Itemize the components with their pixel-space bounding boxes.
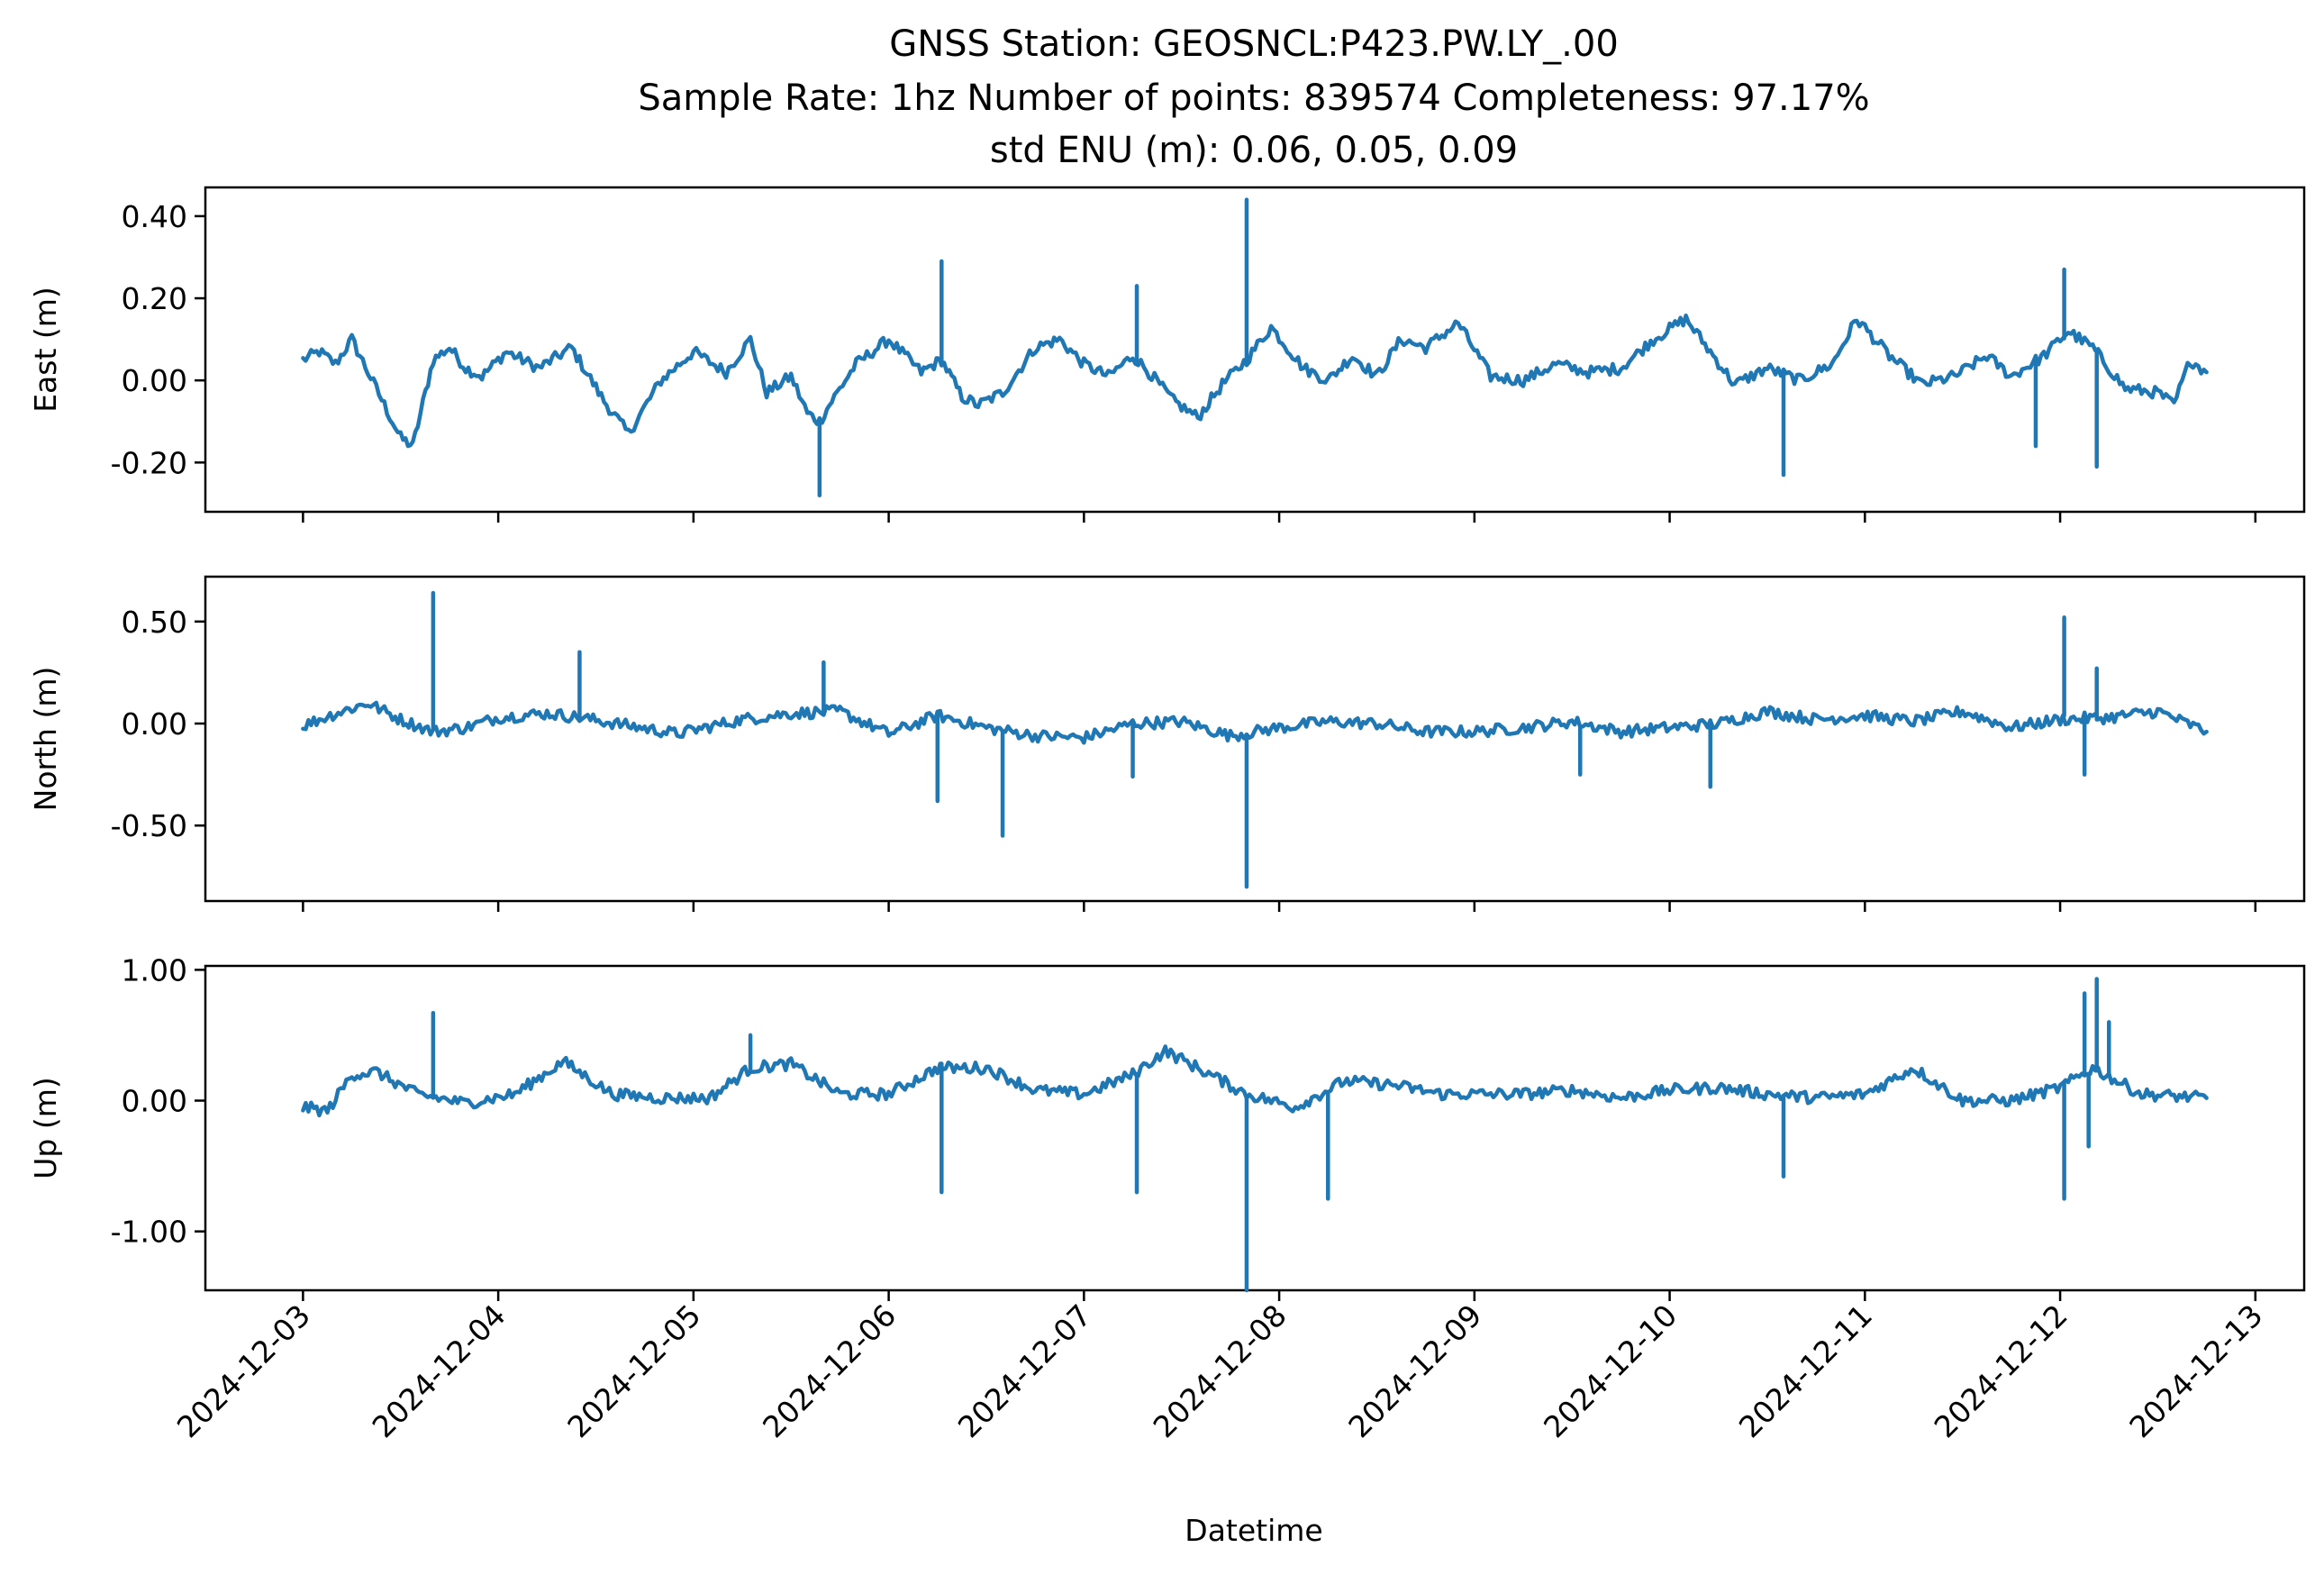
panel-east-y-tick-label: 0.40 xyxy=(122,199,187,234)
panel-up-y-tick-label: -1.00 xyxy=(111,1215,187,1250)
panel-up: 1.00 0.00 -1.00 Up (m) xyxy=(28,952,2306,1301)
panel-north-series-line xyxy=(301,700,2209,745)
panel-north-series xyxy=(301,590,2209,889)
panel-east-frame xyxy=(204,186,2306,514)
panel-east-x-ticks xyxy=(302,512,2257,523)
panel-east-y-tick-label: 0.20 xyxy=(122,281,187,316)
panel-east-y-label: East (m) xyxy=(28,287,63,413)
panel-up-series-line xyxy=(301,1044,2209,1118)
title-line-3: std ENU (m): 0.06, 0.05, 0.09 xyxy=(990,130,1518,171)
panel-east-series-line xyxy=(301,313,2209,449)
panel-east-y-ticks: 0.40 0.20 0.00 -0.20 xyxy=(111,199,205,480)
chart-title: GNSS Station: GEOSNCL:P423.PW.LY_.00 Sam… xyxy=(638,23,1869,171)
panel-east: 0.40 0.20 0.00 -0.20 East (m) xyxy=(28,186,2306,523)
panel-north-frame xyxy=(204,575,2306,903)
panel-east-y-tick-label: 0.00 xyxy=(122,363,187,398)
panel-east-series xyxy=(301,197,2209,498)
panel-up-y-ticks: 1.00 0.00 -1.00 xyxy=(111,952,205,1250)
x-axis-label: Datetime xyxy=(1185,1513,1322,1548)
panel-up-frame xyxy=(204,964,2306,1292)
panel-up-y-tick-label: 0.00 xyxy=(122,1084,187,1119)
panel-north-y-tick-label: 0.50 xyxy=(122,605,187,640)
title-line-2: Sample Rate: 1hz Number of points: 83957… xyxy=(638,77,1869,119)
panel-east-y-tick-label: -0.20 xyxy=(111,445,187,480)
panel-up-x-ticks xyxy=(302,1290,2257,1301)
panel-up-y-label: Up (m) xyxy=(28,1077,63,1179)
panel-north: 0.50 0.00 -0.50 North (m) xyxy=(28,575,2306,912)
title-line-1: GNSS Station: GEOSNCL:P423.PW.LY_.00 xyxy=(889,23,1619,65)
panel-up-y-tick-label: 1.00 xyxy=(122,952,187,988)
panel-north-y-label: North (m) xyxy=(28,667,63,812)
panel-north-x-ticks xyxy=(302,901,2257,912)
panel-north-y-tick-label: -0.50 xyxy=(111,808,187,843)
panel-north-y-tick-label: 0.00 xyxy=(122,706,187,742)
panel-north-y-ticks: 0.50 0.00 -0.50 xyxy=(111,605,205,843)
panel-up-series xyxy=(301,977,2209,1293)
